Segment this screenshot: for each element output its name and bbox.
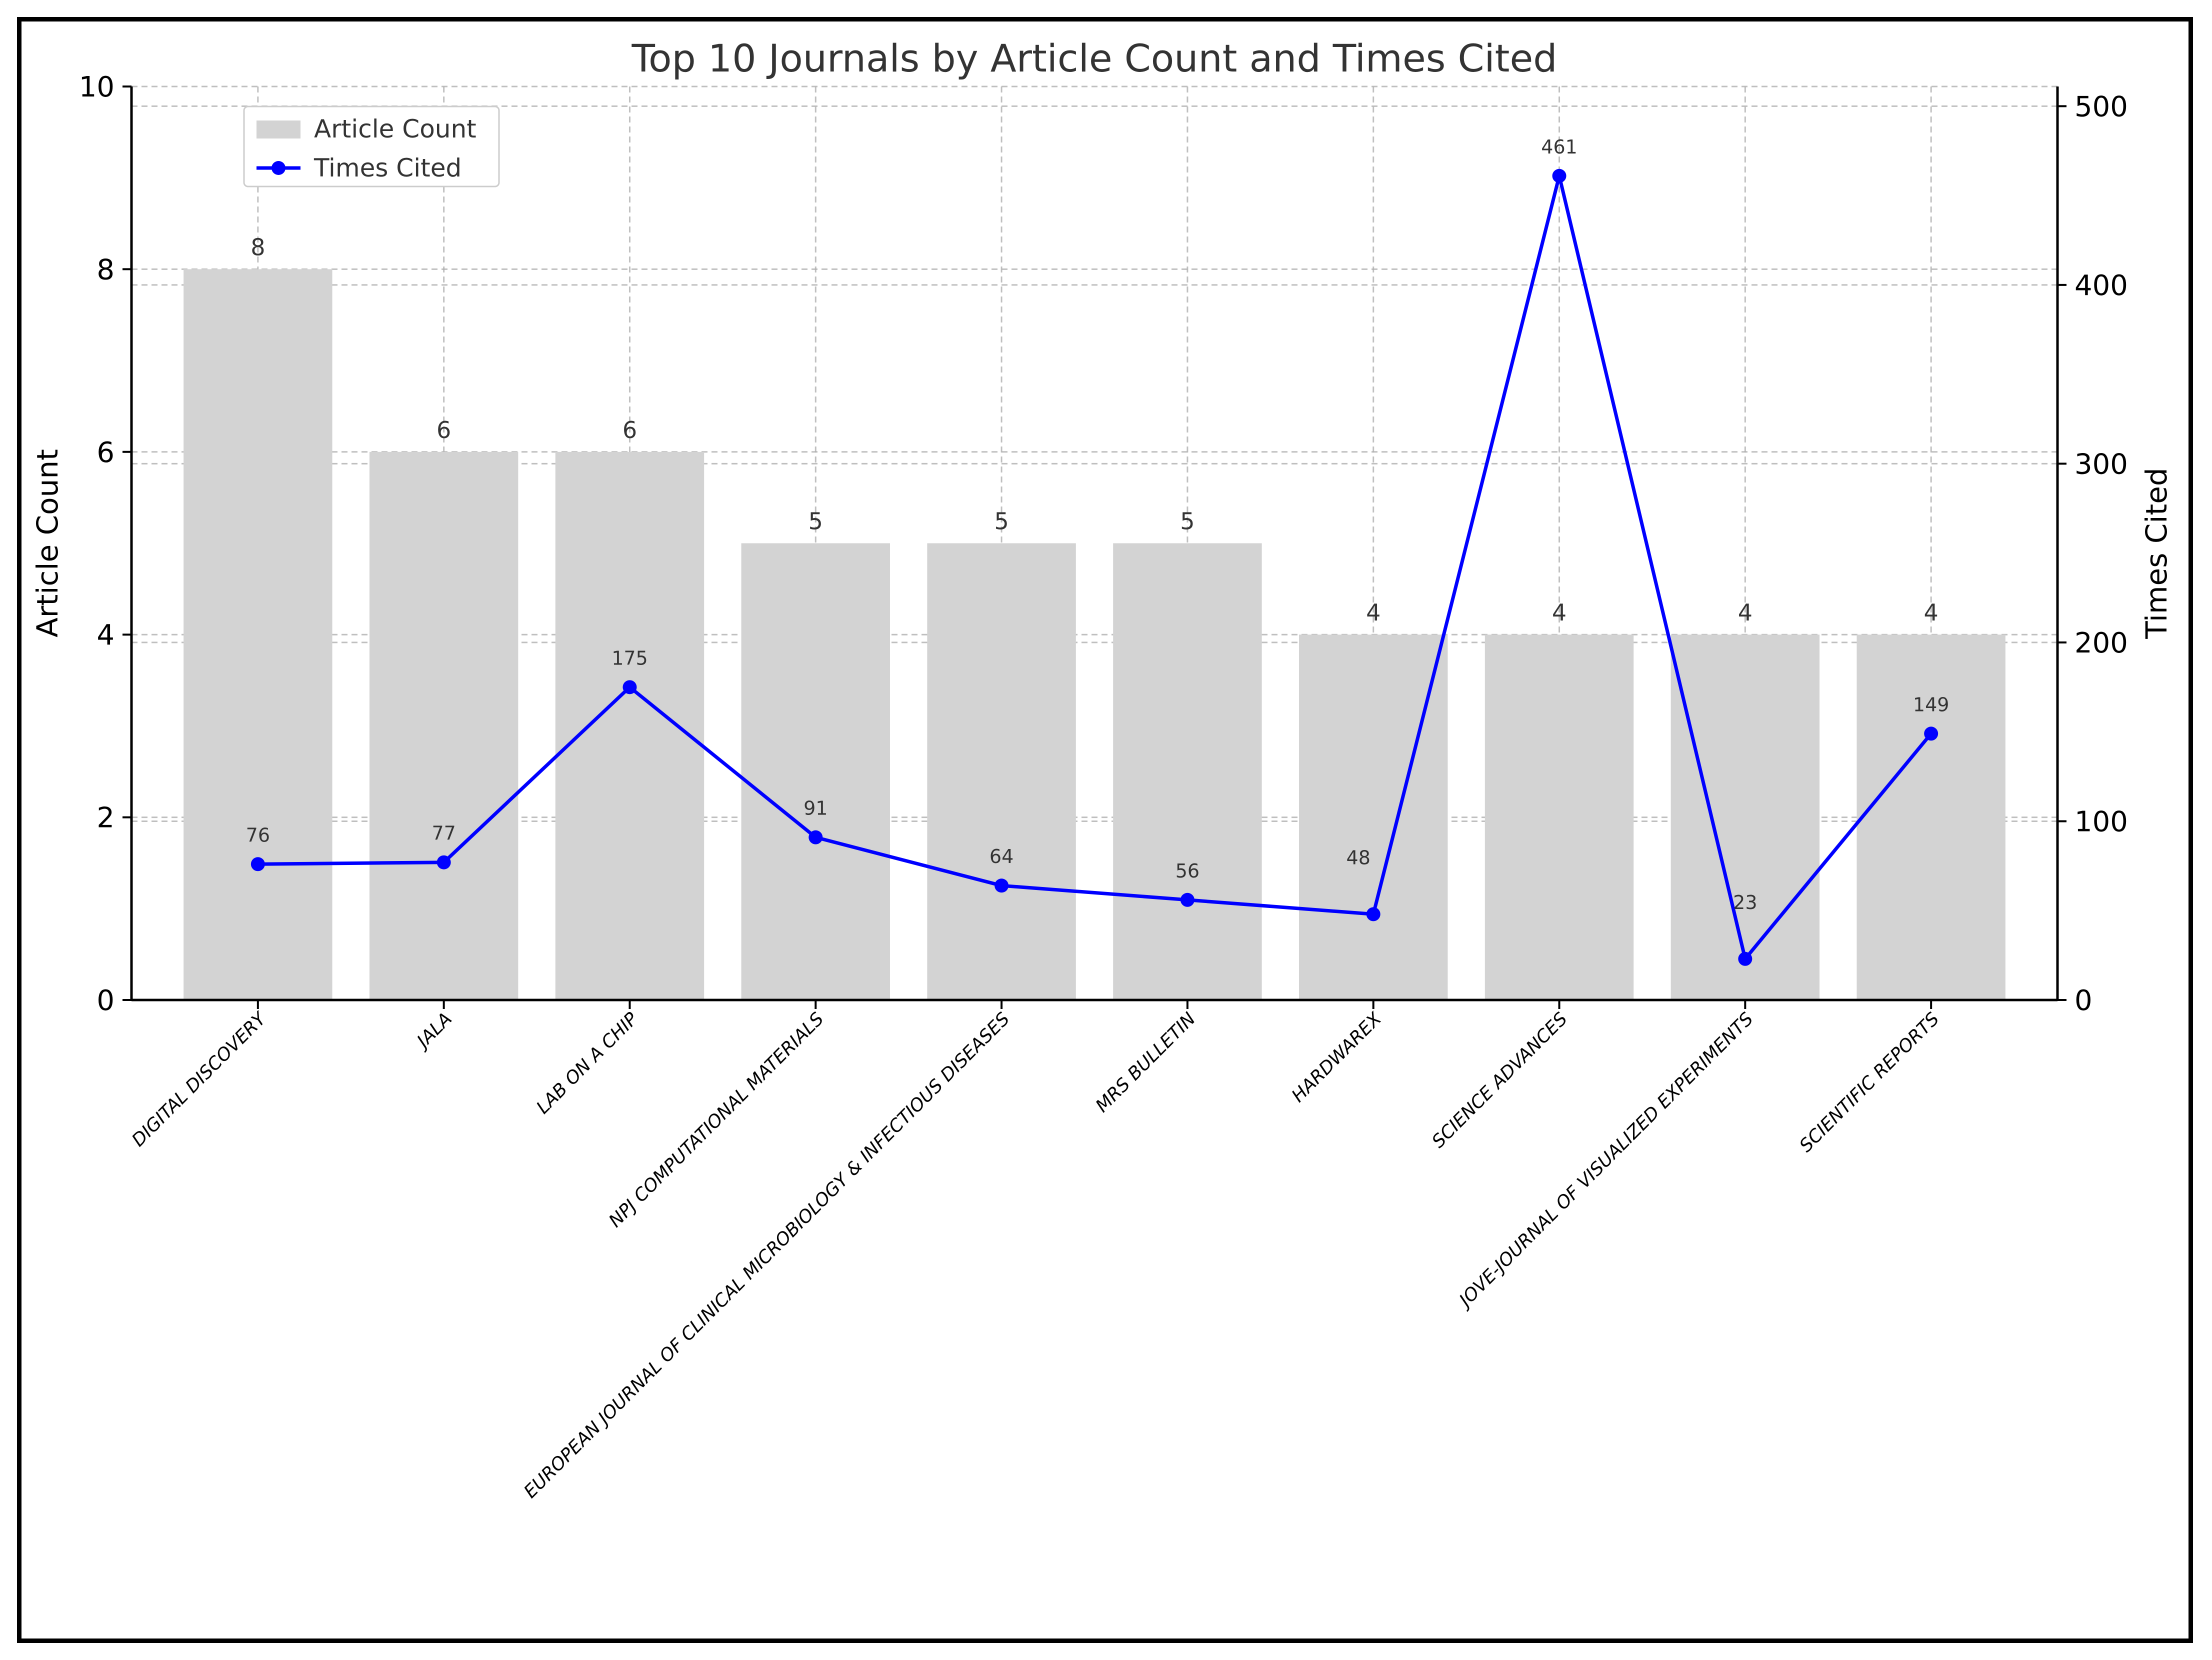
line-label: 64 (990, 846, 1014, 868)
bar (1113, 543, 1262, 1000)
y2-tick-label: 400 (2074, 270, 2128, 302)
bar-label: 5 (994, 508, 1008, 535)
bar (1484, 634, 1634, 1000)
x-tick-label: SCIENTIFIC REPORTS (1796, 1008, 1943, 1156)
right-y-axis-ticks: 0 100 200 300 400 500 (2058, 90, 2128, 1017)
line-point (1552, 168, 1566, 183)
line-point (808, 830, 823, 844)
x-tick-label: DIGITAL DISCOVERY (128, 1008, 271, 1150)
y2-tick-label: 500 (2074, 90, 2128, 123)
line-label: 461 (1541, 136, 1578, 158)
bar (927, 543, 1076, 1000)
times-cited-line (258, 174, 1932, 961)
bar (555, 452, 704, 1000)
bar (741, 543, 890, 1000)
bar-label: 4 (1552, 599, 1566, 626)
legend-box (243, 106, 500, 188)
left-y-axis-ticks: 0 2 4 6 8 10 (79, 71, 132, 1017)
legend: Article Count Times Cited (243, 106, 500, 188)
axes (130, 86, 2059, 1002)
y-tick-label: 2 (96, 802, 114, 834)
y-tick-label: 10 (79, 71, 114, 104)
legend-label-article-count: Article Count (314, 114, 476, 144)
line-label: 56 (1176, 860, 1200, 882)
y2-tick-label: 100 (2074, 806, 2128, 838)
line-point (436, 855, 451, 870)
line-point (1924, 726, 1938, 741)
line-point (250, 857, 265, 872)
bar (1856, 634, 2006, 1000)
line-label: 76 (246, 824, 270, 846)
combo-chart: Top 10 Journals by Article Count and Tim… (30, 36, 2174, 1502)
bar (1670, 634, 1820, 1000)
bar-label: 6 (622, 416, 637, 444)
x-tick-label: SCIENCE ADVANCES (1428, 1008, 1572, 1152)
bars (184, 269, 2006, 1000)
line-label: 23 (1733, 892, 1757, 914)
times-cited-series (250, 168, 1938, 966)
figure-frame: Top 10 Journals by Article Count and Tim… (17, 17, 2193, 1643)
chart-title: Top 10 Journals by Article Count and Tim… (632, 36, 1558, 80)
x-tick-label: NPJ COMPUTATIONAL MATERIALS (605, 1008, 828, 1231)
line-point (994, 878, 1009, 893)
x-tick-label: JALA (411, 1008, 456, 1054)
bar-label: 4 (1924, 599, 1938, 626)
line-point (622, 680, 637, 694)
y2-tick-label: 0 (2074, 984, 2092, 1017)
line-point (1180, 892, 1194, 907)
bar (1298, 634, 1448, 1000)
bar-label: 8 (250, 234, 265, 260)
line-label: 77 (432, 822, 456, 844)
line-label: 48 (1346, 846, 1370, 868)
bar-label: 4 (1366, 599, 1380, 626)
bar-value-labels: 8 6 6 5 5 5 4 4 4 4 (250, 234, 1938, 626)
x-tick-label: MRS BULLETIN (1092, 1008, 1200, 1116)
line-point (1366, 907, 1380, 922)
bar (369, 452, 518, 1000)
bar-label: 5 (808, 508, 823, 535)
y-tick-label: 6 (96, 436, 114, 469)
y-tick-label: 0 (96, 984, 114, 1017)
right-y-axis-label: Times Cited (2140, 468, 2174, 639)
y-tick-label: 8 (96, 254, 114, 286)
left-y-axis-label: Article Count (30, 449, 64, 638)
x-tick-label: HARDWAREX (1288, 1008, 1386, 1106)
bar-label: 5 (1180, 508, 1194, 535)
legend-swatch-bar (256, 120, 300, 138)
x-tick-label: JOVE-JOURNAL OF VISUALIZED EXPERIMENTS (1454, 1008, 1758, 1312)
bar (184, 269, 332, 1000)
y2-tick-label: 300 (2074, 448, 2128, 480)
y2-tick-label: 200 (2074, 627, 2128, 660)
x-tick-label: LAB ON A CHIP (532, 1008, 642, 1118)
legend-label-times-cited: Times Cited (314, 154, 462, 182)
legend-swatch-marker (272, 161, 286, 175)
bar-label: 4 (1738, 599, 1752, 626)
line-label: 175 (612, 647, 648, 669)
line-point (1738, 952, 1752, 966)
line-label: 91 (804, 798, 828, 820)
line-label: 149 (1913, 694, 1950, 716)
bar-label: 6 (436, 416, 451, 444)
y-tick-label: 4 (96, 619, 114, 652)
